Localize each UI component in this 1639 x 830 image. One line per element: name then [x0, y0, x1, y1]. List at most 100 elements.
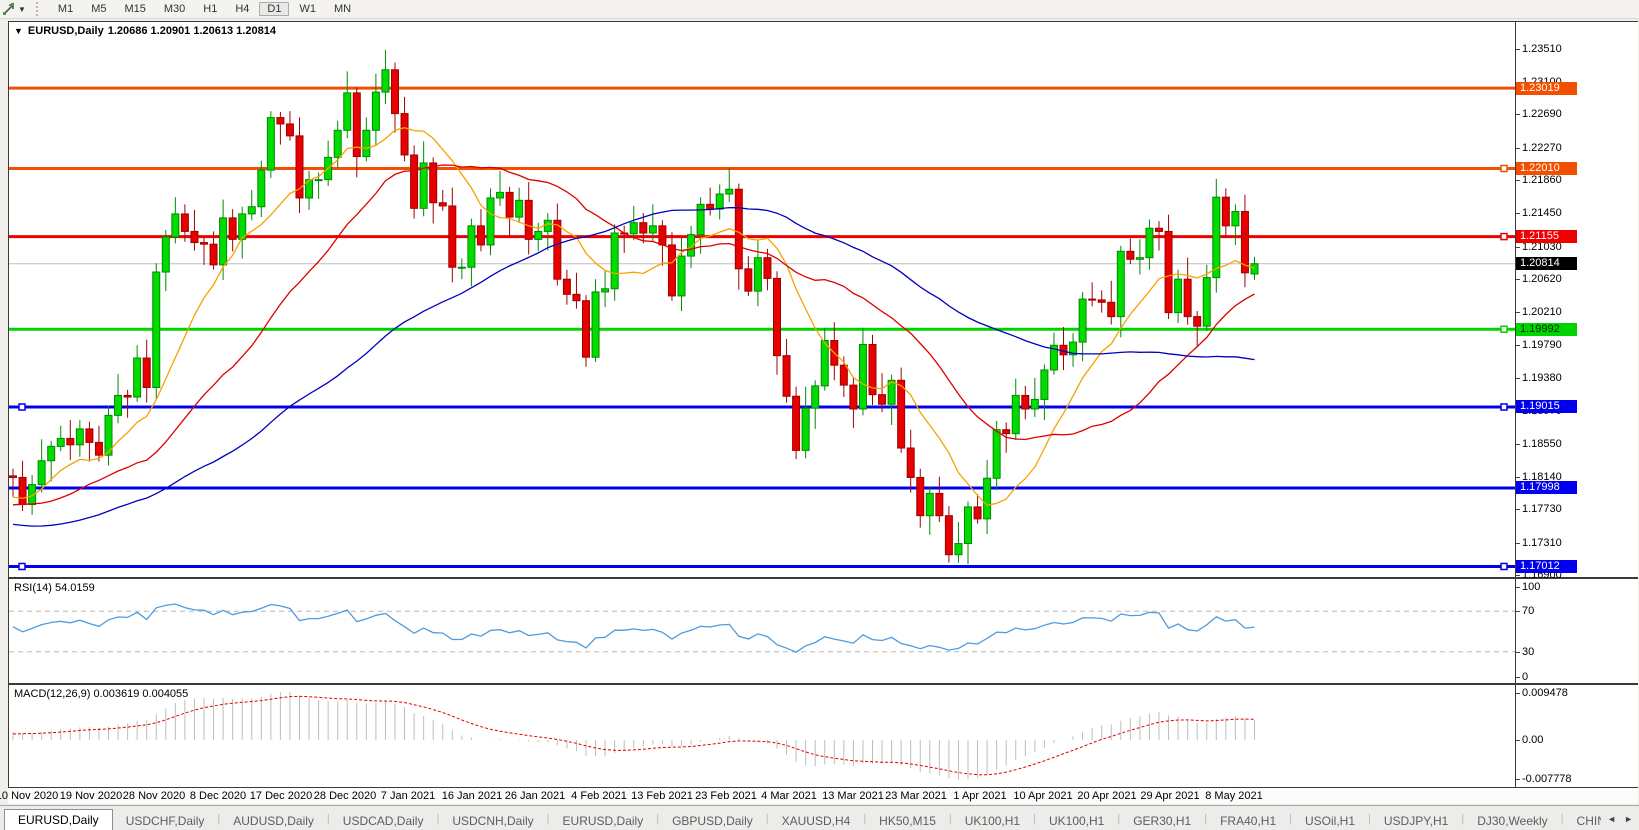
- tab-separator: |: [1033, 812, 1036, 825]
- price-tick-label: 1.18140: [1516, 471, 1562, 483]
- tab-separator: |: [863, 812, 867, 825]
- chart-tab-china300-h1[interactable]: CHINA300,H1: [1576, 814, 1602, 828]
- tab-separator: |: [948, 812, 952, 825]
- price-tick-label: 1.17310: [1516, 537, 1562, 549]
- timeframe-button-h1[interactable]: H1: [203, 3, 218, 15]
- chart-ohlc-values: 1.20686 1.20901 1.20613 1.20814: [107, 25, 276, 37]
- toolbar: ▼ M1 M5 M15 M30 H1 H4 D1 W1 MN: [0, 0, 1639, 19]
- price-tick-label: 1.22270: [1516, 142, 1562, 154]
- tab-separator: |: [656, 812, 660, 825]
- chart-tab-eurusd-daily[interactable]: EURUSD,Daily: [562, 814, 644, 828]
- chart-tab-eurusd-daily[interactable]: EURUSD,Daily: [4, 809, 113, 830]
- price-chart-pane: 1.235101.231001.226901.222701.218601.214…: [8, 21, 1638, 581]
- chart-title: ▼ EURUSD,Daily 1.20686 1.20901 1.20613 1.2…: [14, 25, 280, 37]
- date-label: 28 Dec 2020: [313, 790, 377, 802]
- chart-tab-hk50-m15[interactable]: HK50,M15: [879, 814, 936, 828]
- chart-tab-usdcad-daily[interactable]: USDCAD,Daily: [342, 814, 424, 828]
- toolbar-separator: [35, 2, 43, 16]
- date-label: 19 Nov 2020: [59, 790, 123, 802]
- chart-tab-usdcnh-daily[interactable]: USDCNH,Daily: [452, 814, 534, 828]
- timeframe-button-m30[interactable]: M30: [163, 3, 186, 15]
- tab-separator: |: [765, 812, 769, 825]
- price-axis[interactable]: 1.235101.231001.226901.222701.218601.214…: [1515, 22, 1638, 581]
- rsi-tick-label: 70: [1516, 605, 1534, 617]
- hline-price-badge: 1.19992: [1516, 323, 1577, 336]
- macd-axis[interactable]: 0.009478 0.00 -0.007778: [1515, 685, 1638, 787]
- date-label: 7 Jan 2021: [380, 790, 436, 802]
- tab-separator: |: [1461, 812, 1465, 825]
- rsi-tick-label: 0: [1516, 671, 1528, 683]
- chart-tab-uk100-h1[interactable]: UK100,H1: [964, 814, 1021, 828]
- date-label: 23 Feb 2021: [695, 790, 757, 802]
- macd-tick-label: -0.007778: [1516, 773, 1572, 785]
- timeframe-button-h4[interactable]: H4: [235, 3, 250, 15]
- chart-tab-dj30-weekly[interactable]: DJ30,Weekly: [1477, 814, 1548, 828]
- tab-separator: |: [217, 812, 221, 825]
- tab-separator: |: [1289, 812, 1292, 825]
- macd-chart[interactable]: [9, 685, 1515, 787]
- tab-separator: |: [546, 812, 550, 825]
- timeframe-button-d1[interactable]: D1: [259, 2, 290, 16]
- timeframe-button-w1[interactable]: W1: [299, 3, 316, 15]
- time-axis[interactable]: 10 Nov 2020 19 Nov 2020 28 Nov 2020 8 Dec 2…: [0, 788, 1638, 804]
- rsi-indicator-pane: 100 70 30 0 RSI(14) 54.0159: [8, 578, 1638, 684]
- macd-tick-label: 0.009478: [1516, 687, 1568, 699]
- price-tick-label: 1.21860: [1516, 174, 1562, 186]
- chart-tab-audusd-daily[interactable]: AUDUSD,Daily: [233, 814, 314, 828]
- chart-cursor-icon[interactable]: [2, 2, 16, 16]
- tab-scroll-buttons: ◄ ►: [1601, 806, 1639, 830]
- price-tick-label: 1.18550: [1516, 438, 1562, 450]
- rsi-axis[interactable]: 100 70 30 0: [1515, 579, 1638, 683]
- date-label: 23 Mar 2021: [885, 790, 947, 802]
- current-price-badge: 1.20814: [1516, 257, 1577, 270]
- chart-tab-usdjpy-h1[interactable]: USDJPY,H1: [1383, 814, 1449, 828]
- date-label: 17 Dec 2020: [249, 790, 313, 802]
- chart-tab-usoil-h1[interactable]: USOil,H1: [1304, 814, 1355, 828]
- chart-tab-xauusd-h4[interactable]: XAUUSD,H4: [781, 814, 851, 828]
- price-tick-label: 1.20620: [1516, 273, 1562, 285]
- price-tick-label: 1.19790: [1516, 339, 1562, 351]
- tab-separator: |: [1560, 812, 1564, 825]
- chart-tab-ger30-h1[interactable]: GER30,H1: [1133, 814, 1192, 828]
- chart-tab-gbpusd-daily[interactable]: GBPUSD,Daily: [672, 814, 753, 828]
- date-label: 10 Nov 2020: [0, 790, 59, 802]
- chart-menu-icon[interactable]: ▼: [14, 26, 23, 36]
- timeframe-button-m5[interactable]: M5: [91, 3, 107, 15]
- price-tick-label: 1.23510: [1516, 43, 1562, 55]
- macd-indicator-pane: 0.009478 0.00 -0.007778 MACD(12,26,9) 0.00…: [8, 684, 1638, 788]
- macd-label: MACD(12,26,9) 0.003619 0.004055: [14, 688, 189, 700]
- candlestick-chart[interactable]: [9, 22, 1515, 577]
- rsi-tick-label: 30: [1516, 646, 1534, 658]
- tab-separator: |: [326, 812, 330, 825]
- chart-tab-usdchf-daily[interactable]: USDCHF,Daily: [125, 814, 205, 828]
- timeframe-buttons: M1 M5 M15 M30 H1 H4 D1 W1 MN: [49, 2, 360, 16]
- date-label: 20 Apr 2021: [1077, 790, 1137, 802]
- hline-price-badge: 1.22010: [1516, 162, 1577, 175]
- tab-separator: |: [436, 812, 440, 825]
- rsi-tick-label: 100: [1516, 581, 1540, 593]
- tab-scroll-left-icon[interactable]: ◄: [1607, 813, 1617, 824]
- hline-price-badge: 1.19015: [1516, 400, 1577, 413]
- hline-price-badge: 1.23019: [1516, 82, 1577, 95]
- date-label: 1 Apr 2021: [953, 790, 1007, 802]
- tab-separator: |: [1204, 812, 1208, 825]
- date-label: 13 Feb 2021: [631, 790, 693, 802]
- price-tick-label: 1.17730: [1516, 503, 1562, 515]
- hline-price-badge: 1.21155: [1516, 230, 1577, 243]
- date-label: 8 Dec 2020: [189, 790, 247, 802]
- rsi-chart[interactable]: [9, 579, 1515, 683]
- tab-separator: |: [1368, 812, 1371, 825]
- date-label: 26 Jan 2021: [504, 790, 566, 802]
- date-label: 28 Nov 2020: [122, 790, 186, 802]
- timeframe-button-m15[interactable]: M15: [124, 3, 146, 15]
- date-label: 4 Mar 2021: [761, 790, 817, 802]
- timeframe-button-mn[interactable]: MN: [333, 3, 352, 15]
- chart-tab-uk100-h1[interactable]: UK100,H1: [1048, 814, 1105, 828]
- tab-scroll-right-icon[interactable]: ►: [1624, 813, 1633, 824]
- tool-dropdown-caret-icon[interactable]: ▼: [18, 4, 26, 14]
- hline-price-badge: 1.17012: [1516, 560, 1577, 573]
- date-label: 10 Apr 2021: [1013, 790, 1073, 802]
- chart-tab-fra40-h1[interactable]: FRA40,H1: [1220, 814, 1277, 828]
- timeframe-button-m1[interactable]: M1: [57, 3, 74, 15]
